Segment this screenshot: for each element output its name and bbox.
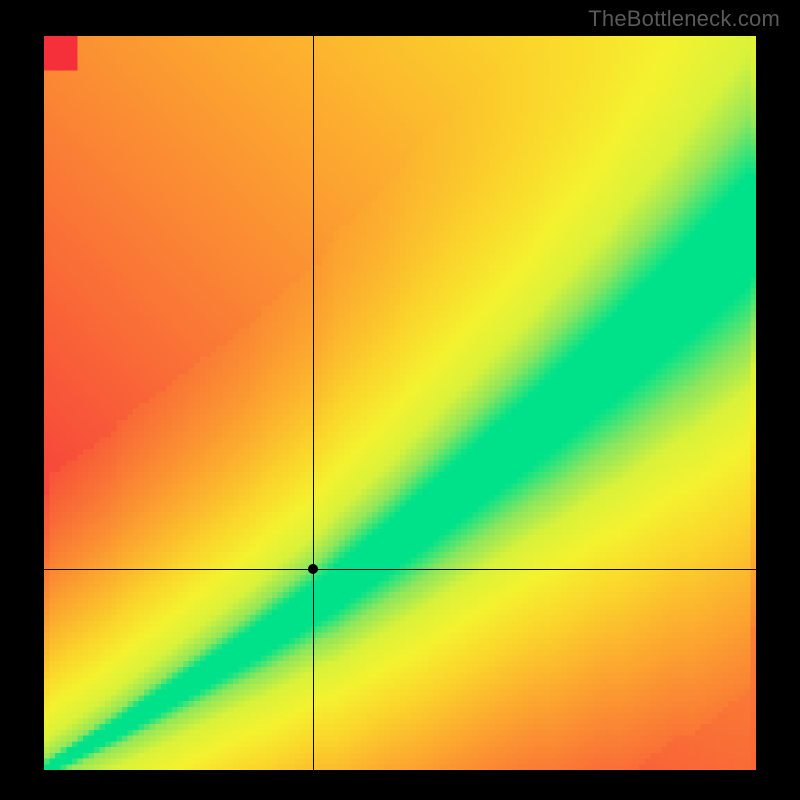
watermark-text: TheBottleneck.com: [588, 6, 780, 32]
bottleneck-heatmap: [44, 36, 756, 770]
selection-marker: [308, 564, 318, 574]
crosshair-horizontal: [44, 569, 756, 570]
plot-area: [44, 36, 756, 770]
crosshair-vertical: [313, 36, 314, 770]
figure-container: TheBottleneck.com: [0, 0, 800, 800]
